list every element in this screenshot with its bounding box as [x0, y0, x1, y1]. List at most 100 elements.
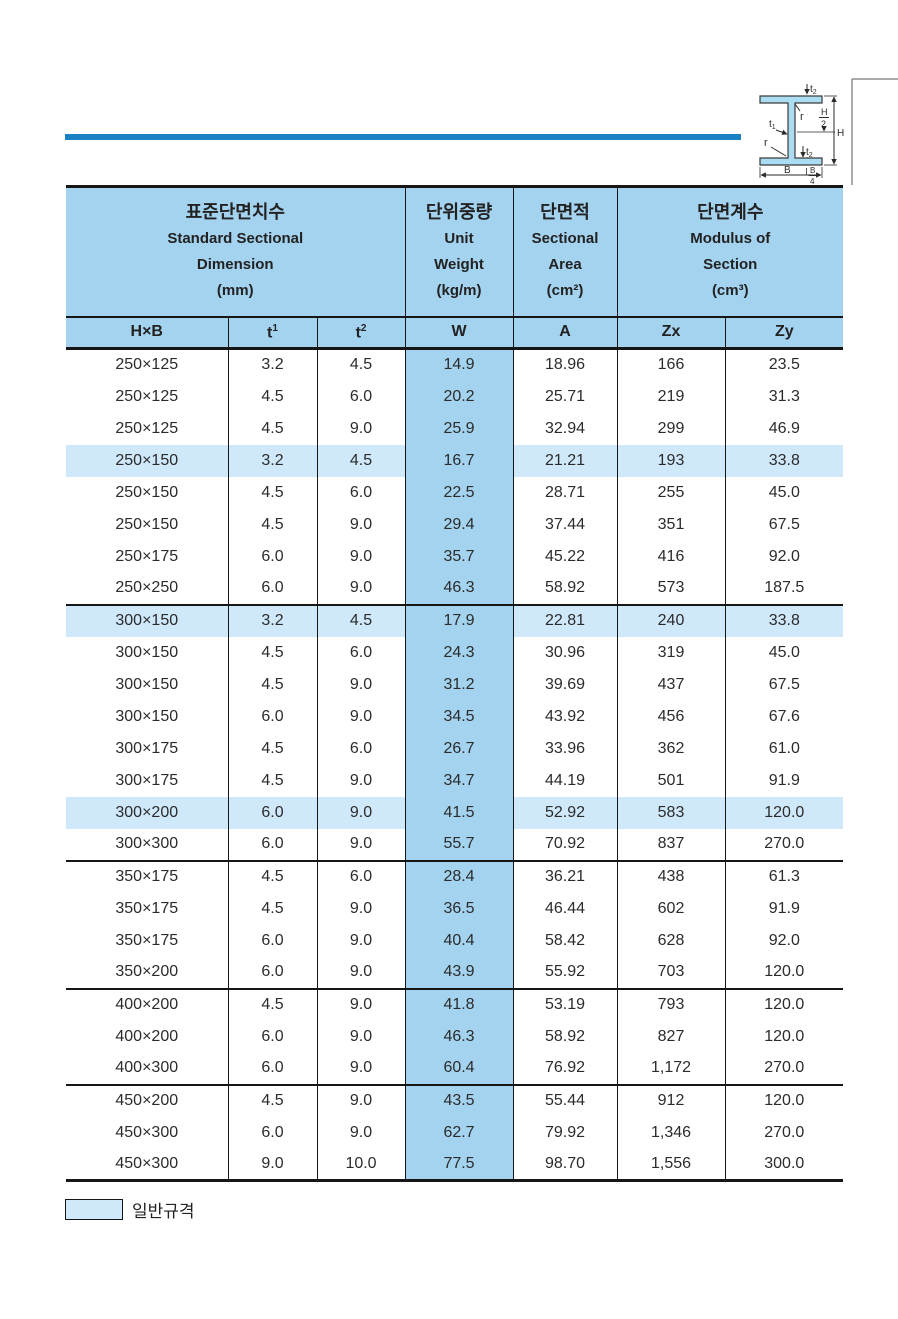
- label-b-quarter-den: 4: [810, 177, 815, 186]
- cell-t1: 6.0: [227, 1116, 317, 1149]
- cell-t1: 4.5: [227, 380, 317, 413]
- table-header: 표준단면치수 Standard Sectional Dimension (mm) 단위중…: [66, 186, 844, 350]
- cell-hxb: 300×150: [66, 603, 228, 637]
- cell-t1: 6.0: [227, 924, 317, 957]
- cell-zx: 703: [616, 956, 726, 989]
- table-row: 250×250 6.0 9.0 46.3 58.92 573 187.5: [66, 572, 844, 605]
- table-row: 300×300 6.0 9.0 55.7 70.92 837 270.0: [66, 828, 844, 861]
- cell-w: 31.2: [404, 668, 514, 701]
- page-frame-line: [851, 78, 898, 185]
- cell-zx: 1,172: [616, 1052, 726, 1085]
- cell-zy: 33.8: [724, 603, 844, 637]
- cell-zx: 255: [616, 476, 726, 509]
- cell-t2: 4.5: [316, 603, 406, 637]
- cell-t1: 6.0: [227, 796, 317, 829]
- cell-zx: 1,556: [616, 1148, 726, 1181]
- cell-w: 17.9: [404, 603, 514, 637]
- cell-w: 46.3: [404, 1020, 514, 1053]
- cell-t2: 9.0: [316, 668, 406, 701]
- cell-t2: 9.0: [316, 956, 406, 989]
- cell-t1: 4.5: [227, 764, 317, 797]
- group-header-cell: 단위중량 Unit Weight (kg/m): [404, 186, 514, 318]
- cell-a: 43.92: [512, 700, 618, 733]
- cell-hxb: 300×200: [66, 796, 228, 829]
- cell-zy: 45.0: [724, 636, 844, 669]
- cell-t1: 6.0: [227, 1020, 317, 1053]
- cell-a: 58.92: [512, 572, 618, 605]
- table-row: 300×150 6.0 9.0 34.5 43.92 456 67.6: [66, 700, 844, 733]
- cell-a: 79.92: [512, 1116, 618, 1149]
- group-header-cell: 단면적 Sectional Area (cm²): [512, 186, 618, 318]
- cell-hxb: 400×300: [115, 1059, 179, 1076]
- label-b: B: [784, 165, 791, 176]
- cell-a: 22.81: [512, 603, 618, 637]
- cell-hxb: 450×200: [66, 1083, 228, 1117]
- cell-zy: 120.0: [724, 956, 844, 989]
- cell-a: 58.92: [512, 1020, 618, 1053]
- cell-zy: 120.0: [724, 1083, 844, 1117]
- group-header-cell: 단면계수 Modulus of Section (cm³): [616, 186, 844, 318]
- cell-hxb: 300×150: [115, 707, 179, 725]
- cell-zy: 300.0: [724, 1148, 844, 1181]
- cell-zx: 573: [616, 572, 726, 605]
- cell-hxb: 350×200: [115, 963, 179, 980]
- cell-zy: 33.8: [724, 444, 844, 477]
- cell-a: 28.71: [512, 476, 618, 509]
- cell-a: 46.44: [512, 892, 618, 925]
- cell-hxb: 450×300: [115, 1154, 179, 1172]
- cell-zy: 67.5: [724, 508, 844, 541]
- cell-w: 77.5: [404, 1148, 514, 1181]
- cell-a: 76.92: [512, 1052, 618, 1085]
- cell-zx: 319: [616, 636, 726, 669]
- cell-t1: 3.2: [227, 444, 317, 477]
- cell-hxb: 400×200: [66, 987, 228, 1021]
- cell-hxb: 250×150: [66, 444, 228, 477]
- cell-hxb: 300×150: [115, 643, 179, 661]
- cell-t1: 4.5: [227, 412, 317, 445]
- cell-zy: 23.5: [724, 348, 844, 381]
- label-h-half-num: H: [821, 107, 828, 117]
- cell-a: 30.96: [512, 636, 618, 669]
- cell-zx: 456: [616, 700, 726, 733]
- column-header-zy: Zy: [724, 316, 844, 350]
- table-row: 350×175 6.0 9.0 40.4 58.42 628 92.0: [66, 924, 844, 957]
- cell-t2: 9.0: [316, 924, 406, 957]
- cell-hxb: 250×125: [115, 419, 179, 437]
- cell-zy: 91.9: [724, 764, 844, 797]
- table-row: 250×150 4.5 9.0 29.4 37.44 351 67.5: [66, 508, 844, 541]
- cell-w: 41.8: [404, 987, 514, 1021]
- cell-t1: 6.0: [227, 1052, 317, 1085]
- table-body: 250×125 3.2 4.5 14.9 18.96 166 23.5 250×125 4.5 6…: [66, 348, 844, 1181]
- cell-t1: 4.5: [227, 859, 317, 893]
- label-b-quarter-num: B: [810, 166, 815, 175]
- table-row: 400×200 4.5 9.0 41.8 53.19 793 120.0: [66, 987, 844, 1021]
- cell-zx: 602: [616, 892, 726, 925]
- label-t2-bottom: t2: [806, 147, 813, 159]
- cell-a: 98.70: [512, 1148, 618, 1181]
- cell-w: 28.4: [404, 859, 514, 893]
- cell-zx: 240: [616, 603, 726, 637]
- cell-a: 55.92: [512, 956, 618, 989]
- cell-hxb: 300×175: [115, 771, 179, 789]
- cell-zy: 61.0: [724, 732, 844, 765]
- column-header-zx: Zx: [616, 316, 726, 350]
- cell-t1: 4.5: [227, 987, 317, 1021]
- cell-w: 34.7: [404, 764, 514, 797]
- label-r-bottom: r: [764, 137, 768, 149]
- cell-t1: 6.0: [227, 956, 317, 989]
- cell-t2: 9.0: [316, 892, 406, 925]
- cell-t2: 9.0: [316, 796, 406, 829]
- cell-zx: 827: [616, 1020, 726, 1053]
- cell-t2: 9.0: [316, 540, 406, 573]
- cell-zx: 793: [616, 987, 726, 1021]
- table-row: 300×150 3.2 4.5 17.9 22.81 240 33.8: [66, 603, 844, 637]
- cell-hxb: 350×175: [115, 931, 179, 949]
- cell-zx: 912: [616, 1083, 726, 1117]
- cell-a: 44.19: [512, 764, 618, 797]
- cell-w: 41.5: [404, 796, 514, 829]
- cell-zx: 1,346: [616, 1116, 726, 1149]
- cell-t1: 6.0: [227, 700, 317, 733]
- section-divider-rule: [65, 134, 741, 140]
- table-row: 250×125 4.5 6.0 20.2 25.71 219 31.3: [66, 380, 844, 413]
- cell-zy: 270.0: [724, 1116, 844, 1149]
